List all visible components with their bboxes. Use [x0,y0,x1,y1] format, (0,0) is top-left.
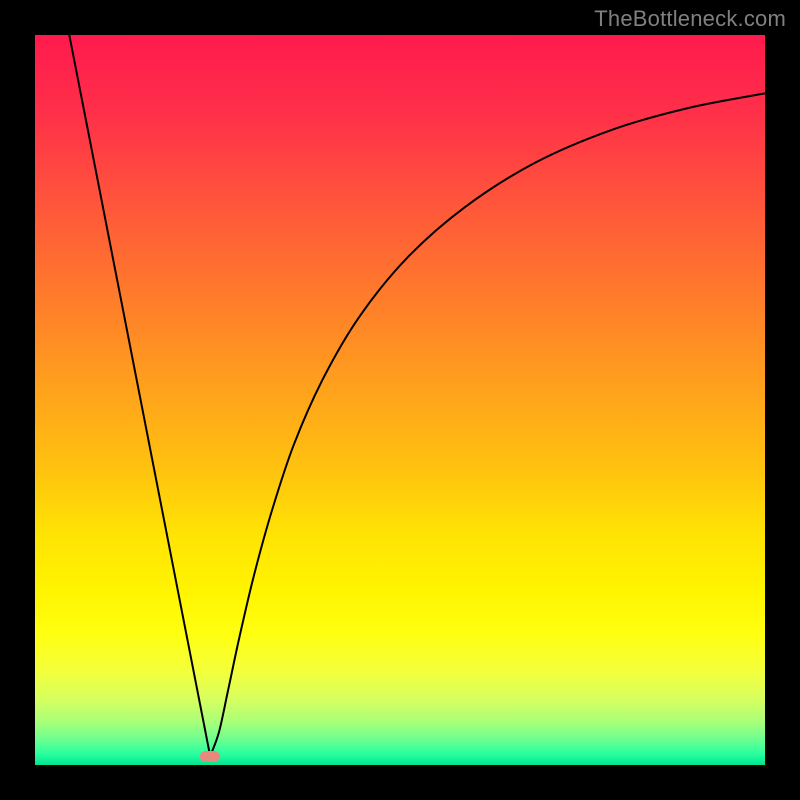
plot-area [35,35,765,765]
plot-background [35,35,765,765]
watermark-text: TheBottleneck.com [594,6,786,32]
plot-svg [35,35,765,765]
chart-root: TheBottleneck.com [0,0,800,800]
minimum-marker [200,751,220,762]
